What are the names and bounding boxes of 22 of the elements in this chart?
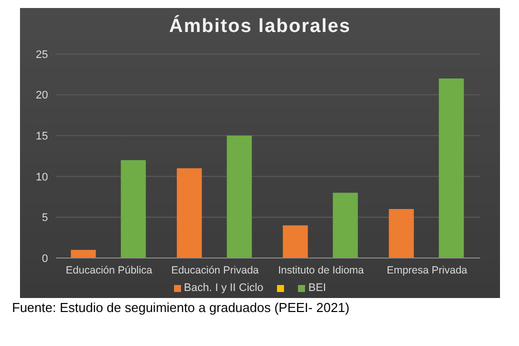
bar xyxy=(120,160,146,258)
bar xyxy=(176,168,202,258)
bar xyxy=(226,136,252,258)
bar xyxy=(70,250,96,258)
y-tick-label: 0 xyxy=(42,252,48,265)
bar xyxy=(388,209,414,258)
x-tick-label: Educación Pública xyxy=(66,264,152,276)
y-tick-label: 25 xyxy=(36,48,48,61)
source-note: Fuente: Estudio de seguimiento a graduados (PEEI- 2021) xyxy=(12,300,350,315)
bar xyxy=(438,78,464,258)
bar xyxy=(332,192,358,258)
y-tick-label: 15 xyxy=(36,130,48,143)
x-tick-label: Educación Privada xyxy=(171,264,259,276)
y-tick-label: 20 xyxy=(36,90,48,102)
x-tick-label: Instituto de Idioma xyxy=(278,264,364,276)
chart-title: Ámbitos laborales xyxy=(168,16,352,39)
legend-label: BEI xyxy=(308,282,326,294)
y-tick-label: 5 xyxy=(42,212,48,224)
y-tick-label: 10 xyxy=(36,171,48,184)
legend-label: Bach. I y II Ciclo xyxy=(184,282,264,294)
bar xyxy=(282,225,308,258)
x-tick-label: Empresa Privada xyxy=(386,264,468,276)
